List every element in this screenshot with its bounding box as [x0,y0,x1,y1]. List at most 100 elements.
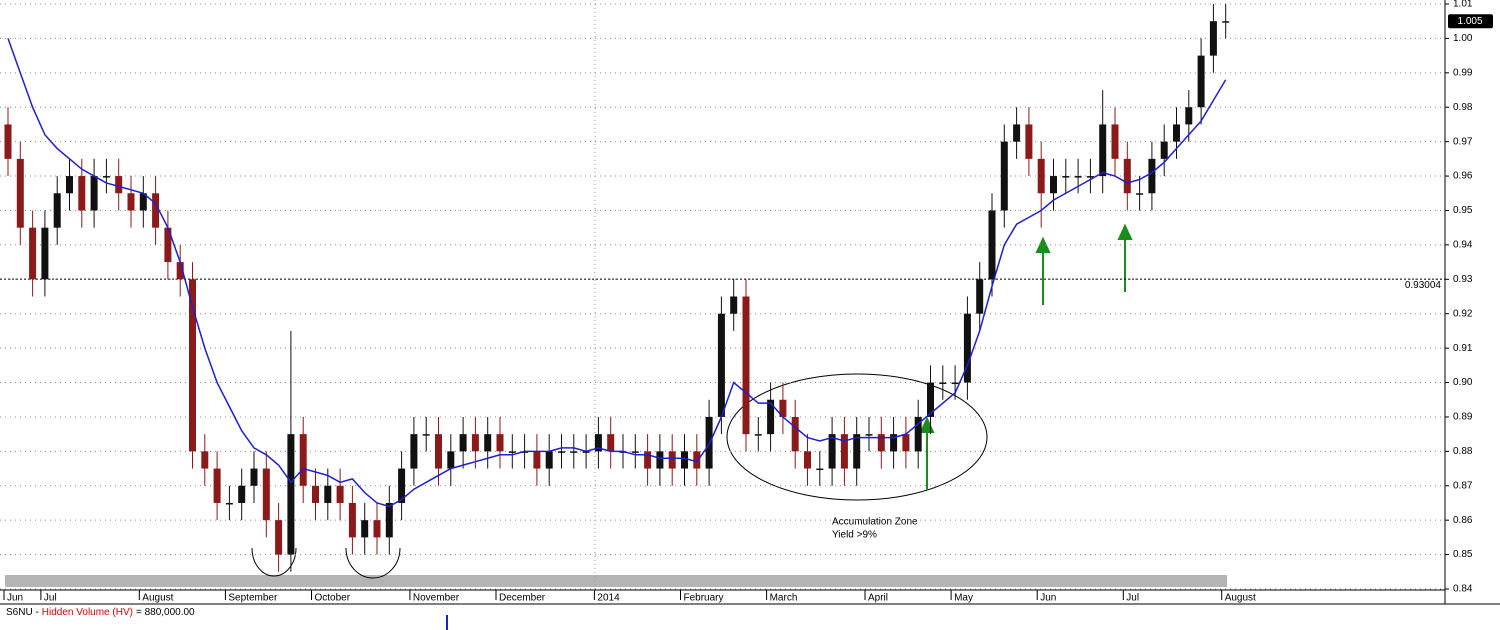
y-tick-label: 0.97 [1453,136,1473,147]
reference-label: 0.93004 [1405,280,1442,291]
candle-body [988,210,996,280]
volume-band [5,575,1227,587]
candle-body [225,502,233,505]
candle-body [644,451,652,469]
x-tick-label: May [954,593,973,604]
candle-body [299,434,307,486]
candle-body [78,176,86,211]
candle-body [853,434,861,469]
candle-body [1025,124,1033,159]
candle-body [840,434,848,469]
x-tick-label: February [684,593,724,604]
candle-body [570,451,578,453]
bottom-arc [251,547,297,577]
candle-body [717,313,725,417]
candle-body [336,485,344,503]
candle-body [1222,21,1230,23]
candle-body [939,382,947,385]
candle-body [410,434,418,469]
y-tick-label: 0.85 [1453,549,1473,560]
candle-body [1013,124,1021,142]
candle-body [176,262,184,280]
candle-body [41,227,49,280]
moving-average [7,38,1227,508]
y-tick-label: 0.91 [1453,343,1473,354]
annotation: Yield >9% [832,530,877,541]
annotation: Accumulation Zone [832,517,918,528]
candle-body [1050,176,1057,194]
candle-body [127,193,135,211]
x-tick-label: September [228,593,278,604]
candle-body [558,451,565,453]
y-tick-label: 0.99 [1453,67,1473,78]
y-tick-label: 0.92 [1453,308,1473,319]
candle-body [238,485,246,503]
x-tick-label: Jul [1126,593,1139,604]
candle-body [902,434,910,452]
y-tick-label: 0.96 [1453,171,1473,182]
y-tick-label: 0.87 [1453,480,1473,491]
x-tick-label: November [413,593,460,604]
candle-body [312,485,319,503]
candle-body [656,451,664,469]
candle-body [1136,193,1144,195]
candle-body [324,485,332,503]
y-tick-label: 0.93 [1453,274,1473,285]
candle-body [115,176,123,194]
candle-body [804,451,811,469]
candle-body [742,296,750,435]
y-tick-label: 0.89 [1453,412,1473,423]
candle-body [631,451,639,453]
candle-body [1086,176,1094,178]
candle-body [1111,124,1119,159]
y-tick-label: 0.88 [1453,446,1473,457]
candle-body [681,451,688,469]
last-price-box [1448,14,1493,29]
candle-body [459,434,467,452]
candle-body [422,434,430,436]
x-tick-label: 2014 [597,593,620,604]
candle-body [1000,141,1008,211]
candle-body [90,176,98,211]
x-tick-label: Jun [7,593,23,604]
candle-body [152,193,160,228]
y-tick-label: 1.00 [1453,33,1473,44]
candle-body [594,434,602,452]
candle-body [914,416,922,452]
candle-body [275,520,283,555]
bottom-arc [345,547,401,579]
last-price: 1.005 [1457,16,1482,27]
candle-body [139,193,147,211]
candle-body [66,176,73,194]
x-tick-label: March [770,593,798,604]
y-tick-label: 0.86 [1453,515,1473,526]
candle-body [4,124,12,159]
candle-body [361,520,369,538]
indicator: Hidden Volume (HV) [41,607,133,618]
candle-body [373,520,381,538]
candle-body [484,434,492,452]
candle-body [877,434,885,452]
candle-body [16,158,24,228]
candle-body [1185,107,1193,125]
candle-body [398,468,406,503]
x-tick-label: August [1225,593,1256,604]
y-tick-label: 0.90 [1453,377,1473,388]
candle-body [1209,21,1217,56]
candle-body [767,399,775,435]
candle-body [53,193,61,228]
candle-body [693,451,701,469]
y-tick-label: 1.01 [1453,0,1473,10]
candle-body [976,279,984,314]
candle-body [533,451,541,469]
candle-body [385,502,393,538]
x-tick-label: December [499,593,546,604]
x-tick-label: April [868,593,888,604]
y-tick-label: 0.84 [1453,584,1473,595]
candle-body [435,434,442,469]
candle-body [189,279,196,452]
candle-body [29,227,37,280]
x-tick-label: October [315,593,351,604]
candle-body [1173,124,1180,142]
candle-body [545,451,553,469]
